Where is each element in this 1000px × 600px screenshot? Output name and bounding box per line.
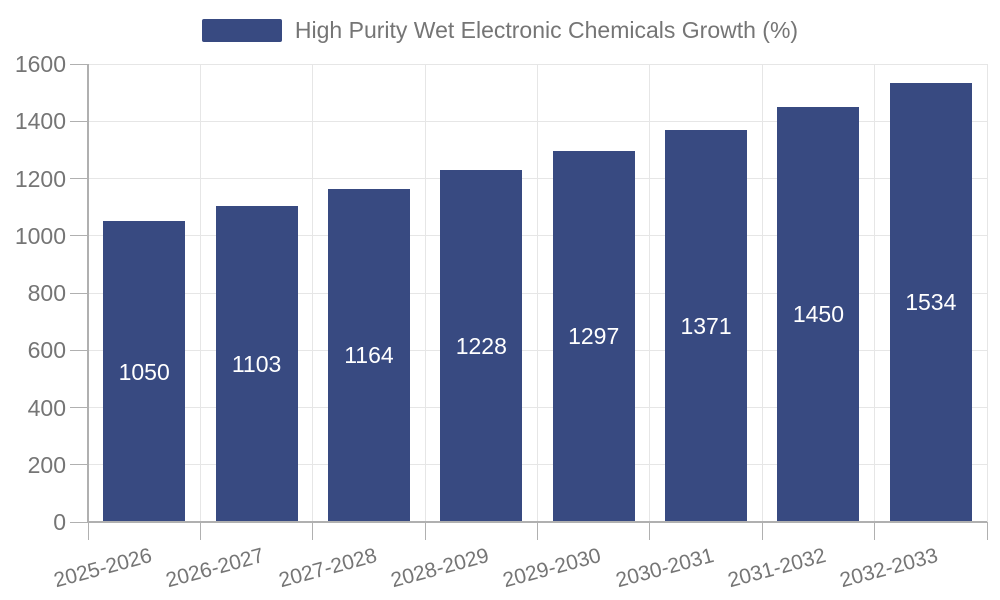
x-axis-tick-3 xyxy=(424,522,426,540)
x-axis-label-2032-2033: 2032-2033 xyxy=(837,544,941,593)
y-axis-label-200: 200 xyxy=(27,451,66,478)
x-axis-tick-2 xyxy=(312,522,314,540)
y-axis-label-1600: 1600 xyxy=(14,51,66,77)
x-axis-tick-5 xyxy=(649,522,651,540)
x-axis-label-2031-2032: 2031-2032 xyxy=(725,544,829,593)
y-axis-label-400: 400 xyxy=(27,394,66,421)
gridline-vertical-1 xyxy=(199,64,201,522)
y-axis-tick-1400 xyxy=(70,120,88,122)
y-axis-label-1400: 1400 xyxy=(14,108,66,135)
legend-swatch-icon xyxy=(201,19,282,42)
x-axis-label-2027-2028: 2027-2028 xyxy=(275,544,379,593)
gridline-vertical-3 xyxy=(424,64,426,522)
y-axis-tick-1600 xyxy=(70,63,88,65)
y-axis-tick-1200 xyxy=(70,178,88,179)
bar-2025-2026[interactable] xyxy=(103,221,186,522)
x-axis-label-2029-2030: 2029-2030 xyxy=(500,544,604,593)
y-axis-label-1000: 1000 xyxy=(14,222,66,249)
bar-2031-2032[interactable] xyxy=(777,106,860,522)
y-axis-label-1200: 1200 xyxy=(14,165,66,192)
x-axis-label-2026-2027: 2026-2027 xyxy=(163,544,267,593)
bar-value-label: 1050 xyxy=(118,358,170,385)
x-axis-tick-7 xyxy=(874,522,876,540)
y-axis-label-800: 800 xyxy=(27,280,66,306)
bar-2026-2027[interactable] xyxy=(215,206,298,522)
y-axis-tick-400 xyxy=(70,407,88,408)
x-axis-tick-1 xyxy=(199,522,201,540)
y-axis-tick-0 xyxy=(70,521,88,523)
y-axis-line xyxy=(87,64,89,522)
x-axis-label-2030-2031: 2030-2031 xyxy=(613,544,717,593)
x-axis-tick-8 xyxy=(986,522,988,540)
y-axis-tick-1000 xyxy=(70,235,88,237)
bar-2032-2033[interactable] xyxy=(889,82,972,522)
y-axis-label-0: 0 xyxy=(53,509,66,535)
gridline-vertical-2 xyxy=(312,64,314,522)
x-axis-label-2028-2029: 2028-2029 xyxy=(388,544,492,593)
gridline-vertical-4 xyxy=(537,64,538,522)
bar-2030-2031[interactable] xyxy=(665,129,748,522)
y-axis-tick-800 xyxy=(70,292,88,294)
bar-value-label: 1534 xyxy=(905,289,957,316)
bar-value-label: 1371 xyxy=(680,312,732,339)
x-axis-tick-6 xyxy=(761,522,763,540)
bar-value-label: 1103 xyxy=(231,351,282,378)
gridline-vertical-8 xyxy=(986,64,988,522)
gridline-vertical-5 xyxy=(649,64,651,522)
bar-value-label: 1297 xyxy=(568,323,620,350)
gridline-vertical-6 xyxy=(761,64,763,522)
bar-value-label: 1164 xyxy=(344,342,394,369)
y-axis-tick-600 xyxy=(70,349,88,351)
y-axis-tick-200 xyxy=(70,464,88,466)
x-axis-label-2025-2026: 2025-2026 xyxy=(51,544,155,593)
x-axis-tick-4 xyxy=(537,522,538,540)
bar-2028-2029[interactable] xyxy=(440,170,523,522)
y-axis-label-600: 600 xyxy=(27,337,66,364)
gridline-vertical-7 xyxy=(874,64,876,522)
legend-label: High Purity Wet Electronic Chemicals Gro… xyxy=(294,17,799,43)
bar-2027-2028[interactable] xyxy=(327,188,410,522)
bar-2029-2030[interactable] xyxy=(552,150,635,522)
legend[interactable]: High Purity Wet Electronic Chemicals Gro… xyxy=(0,17,1000,44)
x-axis-tick-0 xyxy=(87,522,89,540)
bar-value-label: 1228 xyxy=(455,333,507,360)
bar-value-label: 1450 xyxy=(792,301,845,328)
